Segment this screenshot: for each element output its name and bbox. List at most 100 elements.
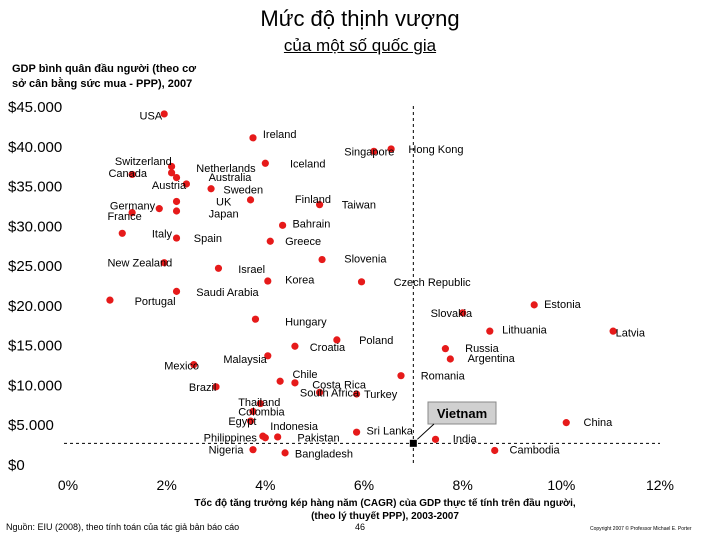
data-point-taiwan: [316, 201, 324, 209]
point-label: France: [107, 211, 141, 223]
y-tick-label: $15.000: [8, 338, 62, 355]
point-label: Colombia: [238, 406, 285, 418]
data-point-japan: [172, 207, 181, 215]
y-tick-label: $10.000: [8, 377, 62, 394]
point-label: Malaysia: [223, 354, 267, 366]
data-point-hungary: [251, 315, 260, 323]
x-tick-label: 12%: [646, 477, 674, 493]
x-tick-label: 6%: [354, 477, 374, 493]
data-point-pakistan: [274, 433, 282, 441]
point-label: Lithuania: [502, 325, 548, 337]
highlight-callout-label: Vietnam: [437, 406, 487, 421]
point-label: Canada: [108, 168, 147, 180]
data-point-greece: [266, 237, 274, 245]
point-label: Nigeria: [209, 445, 245, 457]
copyright-note: Copyright 2007 © Professor Michael E. Po…: [590, 526, 692, 532]
data-point-costa-rica: [291, 379, 299, 387]
data-point-switzerland: [168, 162, 176, 171]
point-label: Sweden: [223, 185, 263, 197]
y-axis-label: GDP bình quân đầu người (theo cơ sở cân …: [12, 62, 232, 92]
data-point-bangladesh: [281, 449, 289, 457]
data-point-mexico: [190, 360, 198, 369]
point-label: Bangladesh: [295, 449, 353, 461]
point-label: Taiwan: [342, 200, 376, 212]
point-label: Sri Lanka: [366, 426, 413, 438]
data-point-australia: [172, 174, 181, 182]
point-label: South Africa: [300, 387, 360, 399]
data-point-spain: [172, 234, 181, 242]
y-tick-label: $45.000: [8, 99, 62, 116]
data-point-poland: [333, 336, 341, 344]
data-point-finland: [246, 196, 255, 204]
x-tick-label: 4%: [255, 477, 275, 493]
point-label: Russia: [465, 343, 500, 355]
point-label: Pakistan: [297, 433, 339, 445]
point-label: Finland: [295, 194, 331, 206]
point-label: Egypt: [228, 416, 256, 428]
point-label: Japan: [209, 208, 239, 220]
point-label: Australia: [209, 172, 253, 184]
point-label: Israel: [238, 264, 265, 276]
data-point-slovenia: [318, 255, 326, 264]
point-label: Brazil: [189, 382, 217, 394]
point-label: Ireland: [263, 129, 297, 141]
highlight-point-vietnam: [409, 439, 417, 447]
data-point-sri-lanka: [353, 428, 361, 436]
y-tick-label: $30.000: [8, 218, 62, 235]
point-label: India: [453, 434, 478, 446]
data-point-latvia: [609, 327, 617, 335]
data-point-usa: [160, 110, 168, 118]
data-point-czech-republic: [357, 278, 366, 286]
data-point-lithuania: [486, 327, 494, 335]
data-point-singapore: [370, 147, 378, 155]
point-label: Iceland: [290, 158, 325, 170]
x-axis-title-line: Tốc độ tăng trưởng kép hàng năm (CAGR) c…: [194, 497, 576, 509]
point-label: Turkey: [364, 389, 398, 401]
data-point-brazil: [212, 383, 220, 391]
data-point-italy: [118, 229, 126, 237]
data-point-south-africa: [316, 388, 324, 396]
data-point-korea: [264, 277, 272, 285]
data-point-austria: [182, 180, 190, 188]
point-label: Indonesia: [270, 421, 319, 433]
point-label: New Zealand: [107, 258, 172, 270]
data-point-india: [431, 435, 440, 443]
point-label: Saudi Arabia: [196, 287, 259, 299]
highlight-callout-box: [427, 401, 497, 425]
page-title: Mức độ thịnh vượng: [260, 6, 460, 31]
data-point-canada: [128, 170, 136, 179]
page-number: 46: [355, 522, 366, 532]
point-label: Austria: [152, 180, 187, 192]
point-label: Italy: [152, 228, 173, 240]
point-label: Portugal: [135, 296, 176, 308]
data-point-ireland: [249, 134, 257, 142]
y-tick-label: $20.000: [8, 298, 62, 315]
data-point-israel: [214, 264, 223, 272]
y-axis-label-line-1: GDP bình quân đầu người (theo cơ: [12, 63, 197, 75]
data-point-netherlands: [168, 169, 176, 177]
point-label: Hungary: [285, 317, 327, 329]
data-point-estonia: [530, 301, 538, 309]
point-label: Spain: [194, 233, 222, 245]
data-point-colombia: [249, 407, 257, 416]
data-point-uk: [172, 197, 181, 206]
y-tick-label: $40.000: [8, 139, 62, 156]
point-label: Croatia: [310, 342, 346, 354]
point-label: Greece: [285, 236, 321, 248]
point-label: Singapore: [344, 146, 394, 158]
point-label: Slovenia: [344, 254, 387, 266]
point-label: Korea: [285, 274, 315, 286]
data-point-bahrain: [279, 221, 287, 229]
source-note: Nguồn: EIU (2008), theo tính toán của tá…: [6, 522, 240, 532]
data-point-germany: [155, 205, 163, 213]
point-label: Switzerland: [115, 156, 172, 168]
data-point-croatia: [291, 342, 299, 350]
data-point-argentina: [446, 355, 454, 363]
y-tick-label: $0: [8, 457, 25, 474]
point-label: Philippines: [204, 433, 258, 445]
data-point-iceland: [261, 159, 269, 167]
point-label: Mexico: [164, 360, 199, 372]
data-point-new-zealand: [160, 259, 168, 267]
y-tick-label: $35.000: [8, 179, 62, 196]
